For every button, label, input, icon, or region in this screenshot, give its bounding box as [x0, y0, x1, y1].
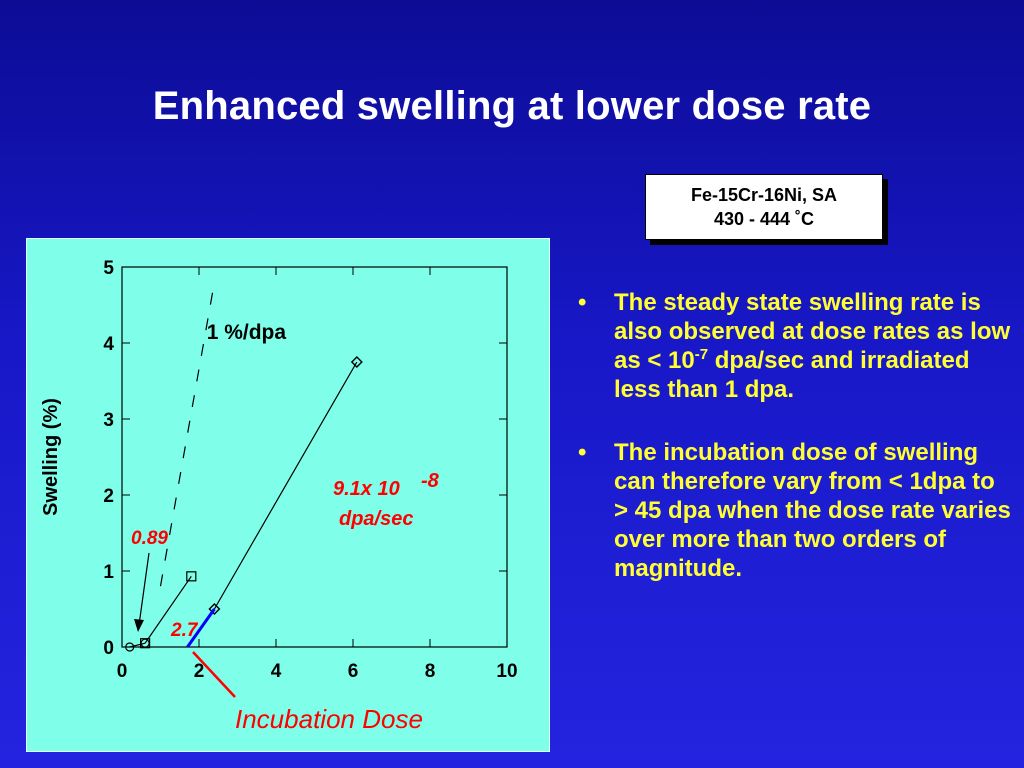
y-tick-label: 3	[103, 410, 114, 431]
dose-rate-unit: dpa/sec	[339, 508, 413, 530]
bullet-text-end: dpa/sec and irradiated less than 1 dpa.	[614, 347, 970, 403]
data-point-diamond	[350, 356, 363, 368]
label-arrow	[138, 552, 150, 626]
x-tick-label: 2	[194, 661, 205, 682]
y-tick-label: 5	[103, 258, 114, 279]
bullet-text: The incubation dose of swelling can ther…	[614, 439, 1011, 582]
y-axis-label: Swelling (%)	[40, 398, 62, 516]
data-point-square	[139, 638, 151, 649]
incubation-line	[186, 608, 216, 648]
data-point-circle	[125, 642, 135, 652]
bullet-item-1: • The steady state swelling rate is also…	[578, 288, 1014, 404]
x-tick-label: 10	[496, 661, 517, 682]
data-point-square	[186, 571, 197, 582]
series-line	[129, 642, 146, 648]
y-tick-label: 2	[103, 486, 114, 507]
plot-frame	[121, 266, 508, 648]
reference-line-label: 1 %/dpa	[207, 321, 287, 344]
swelling-chart: 0 2 4 6 8 10 0 1 2 3 4 5 Swelling (%) 1 %/dpa 9.1x 10-…	[40, 258, 518, 734]
bullet-superscript: -7	[694, 346, 709, 363]
bullet-item-2: • The incubation dose of swelling can th…	[578, 438, 1014, 583]
x-tick-label: 4	[271, 661, 282, 682]
bullet-marker: •	[578, 289, 587, 316]
bullet-marker: •	[578, 439, 587, 466]
label-arrowhead	[134, 619, 144, 632]
page-title: Enhanced swelling at lower dose rate	[152, 84, 872, 128]
incubation-pointer	[192, 651, 236, 698]
x-tick-label: 8	[425, 661, 436, 682]
bullet-text: The steady state swelling rate is also o…	[614, 289, 1011, 374]
temperature-range: 430 - 444 ˚C	[713, 209, 815, 229]
x-tick-label: 0	[117, 661, 128, 682]
x-tick-label: 6	[348, 661, 359, 682]
series-line	[144, 575, 192, 644]
bullet-list: • The steady state swelling rate is also…	[578, 288, 1014, 617]
y-tick-label: 0	[103, 638, 114, 659]
dose-rate-label: 9.1x 10	[333, 478, 400, 500]
incubation-value-27: 2.7	[170, 620, 199, 641]
material-info-box: Fe-15Cr-16Ni, SA 430 - 444 ˚C	[645, 174, 883, 240]
incubation-value-089: 0.89	[131, 528, 168, 549]
dose-rate-exponent: -8	[421, 470, 440, 492]
y-tick-label: 1	[103, 562, 114, 583]
swelling-chart-panel: 0 2 4 6 8 10 0 1 2 3 4 5 Swelling (%) 1 %/dpa 9.1x 10-…	[26, 238, 550, 752]
y-tick-label: 4	[103, 334, 114, 355]
data-point-diamond	[208, 603, 221, 615]
incubation-dose-label: Incubation Dose	[235, 704, 423, 734]
material-composition: Fe-15Cr-16Ni, SA	[690, 185, 838, 205]
series-line	[213, 361, 358, 610]
